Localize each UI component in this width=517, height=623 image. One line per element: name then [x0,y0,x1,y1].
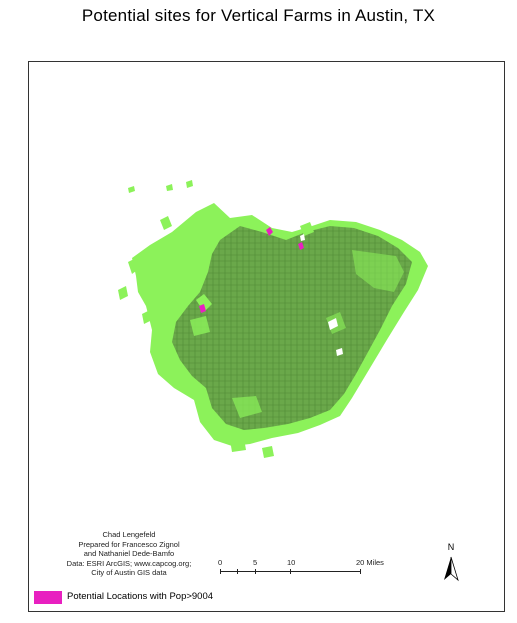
map-frame [28,61,505,612]
scale-label-20: 20 Miles [356,558,384,567]
map-credits: Chad Lengefeld Prepared for Francesco Zi… [44,530,214,578]
credit-line: Chad Lengefeld [102,530,156,539]
outlying-patches [118,180,314,458]
north-arrow: N [441,542,461,582]
legend-label: Potential Locations with Pop>9004 [67,591,214,602]
scale-tick [290,569,291,574]
north-label: N [447,542,455,552]
dense-parcels [172,226,412,430]
credit-line: Data: ESRI ArcGIS; www.capcog.org; [66,558,192,568]
north-arrow-icon [444,556,459,582]
open-land [190,250,404,418]
site-marker [266,227,273,236]
site-marker [199,304,206,313]
credit-line: and Nathaniel Dede-Bamfo [83,549,175,558]
credit-line: City of Austin GIS data [91,568,167,577]
site-marker [298,242,304,250]
scale-tick [237,569,238,574]
scale-label-5: 5 [253,558,258,567]
potential-sites [199,227,304,313]
credit-line: Prepared for Francesco Zignol [78,539,180,549]
scale-tick [255,569,256,574]
scale-label-10: 10 [287,558,296,567]
scale-tick [360,569,361,574]
scale-tick [220,569,221,574]
scale-label-0: 0 [218,558,223,567]
legend-swatch [34,591,62,604]
gaps [300,234,343,356]
scale-bar: 0 5 10 20 Miles [214,558,384,580]
map-title: Potential sites for Vertical Farms in Au… [81,6,436,25]
